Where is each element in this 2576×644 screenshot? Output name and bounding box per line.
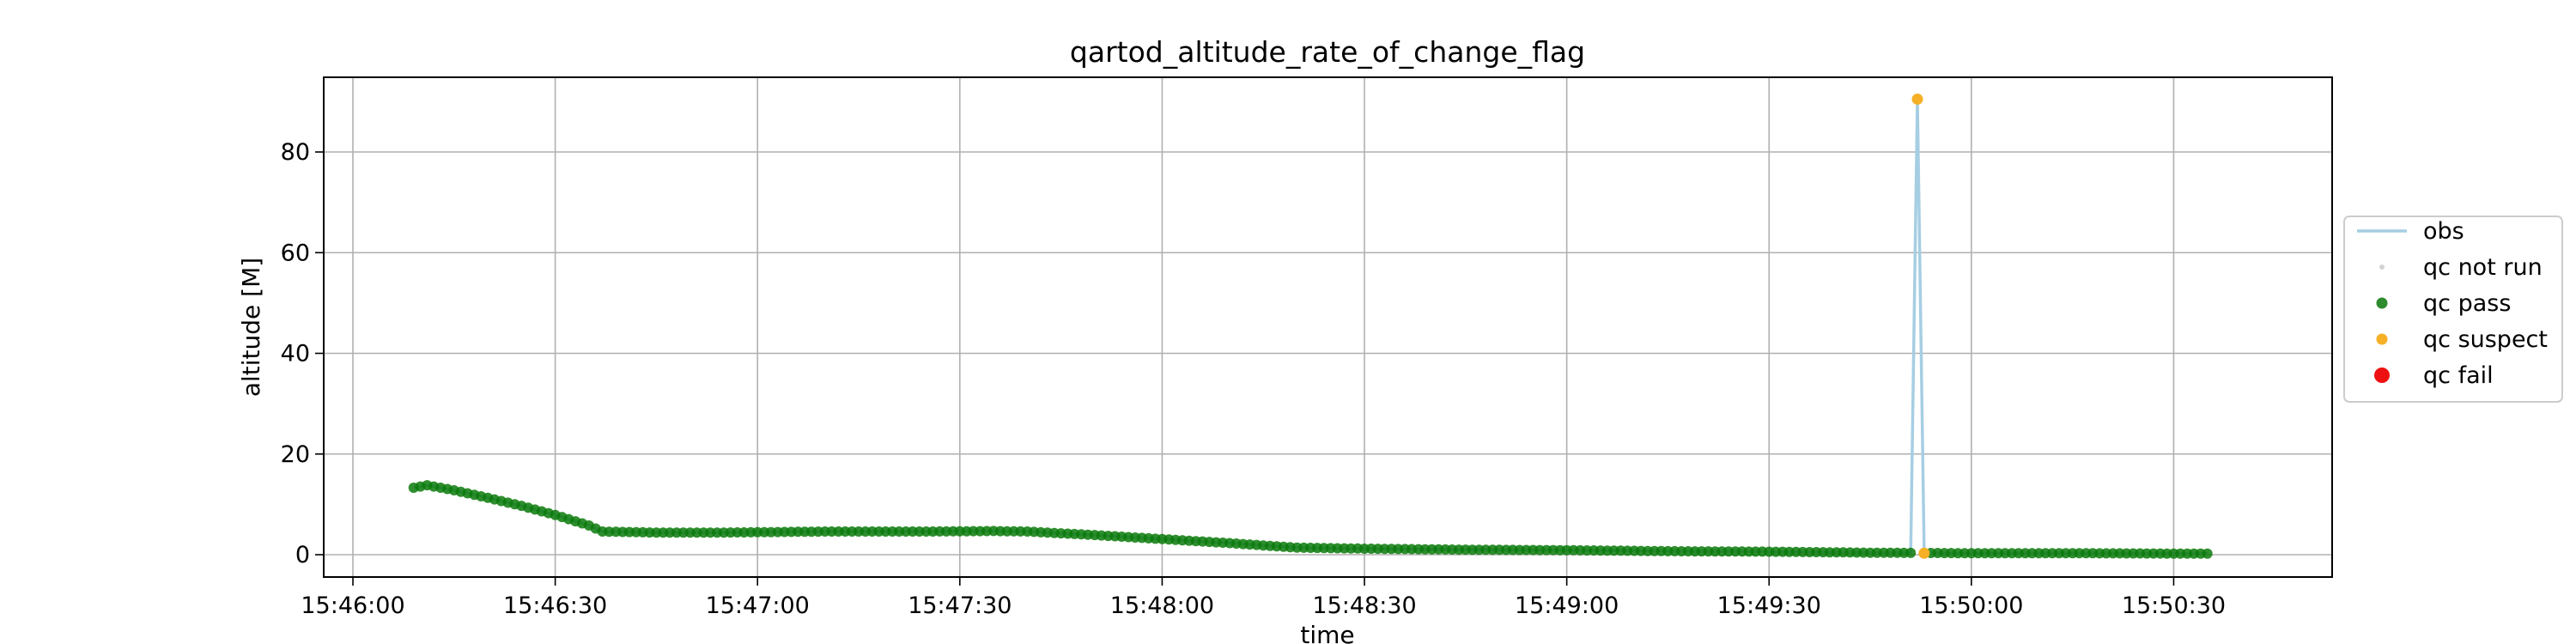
legend-box: [2343, 216, 2563, 403]
obs-line: [413, 99, 2208, 556]
qc-pass-points: [408, 480, 2213, 559]
qc-suspect-point: [1918, 547, 1930, 559]
y-axis-label: altitude [M]: [237, 258, 265, 397]
y-tick-label: 0: [295, 542, 310, 568]
x-tick-label: 15:46:00: [301, 592, 404, 619]
legend-swatch: [2376, 333, 2388, 345]
x-tick-label: 15:47:30: [908, 592, 1012, 619]
legend-label: qc fail: [2423, 362, 2494, 389]
x-tick-label: 15:48:00: [1110, 592, 1214, 619]
legend-label: qc pass: [2423, 290, 2511, 317]
x-tick-label: 15:49:00: [1515, 592, 1619, 619]
y-tick-label: 40: [281, 341, 310, 368]
grid: [324, 77, 2332, 577]
legend-label: qc suspect: [2423, 326, 2548, 353]
qc-pass-point: [1905, 547, 1917, 558]
chart-title: qartod_altitude_rate_of_change_flag: [1070, 35, 1585, 69]
x-tick-label: 15:46:30: [503, 592, 607, 619]
x-tick-label: 15:49:30: [1717, 592, 1821, 619]
legend-label: obs: [2423, 218, 2464, 245]
plot-data: [408, 93, 2213, 559]
x-axis-label: time: [1300, 621, 1354, 644]
x-axis: 15:46:00 15:46:30 15:47:00 15:47:30 15:48:00…: [301, 577, 2226, 619]
plot-frame: [323, 76, 2333, 578]
y-tick-label: 20: [281, 441, 310, 468]
qc-pass-point: [2202, 548, 2213, 559]
x-tick-label: 15:50:00: [1919, 592, 2023, 619]
qc-suspect-point: [1911, 93, 1923, 105]
x-tick-label: 15:48:30: [1312, 592, 1416, 619]
x-tick-label: 15:50:30: [2122, 592, 2226, 619]
legend: obs qc not run qc pass qc suspect qc fail: [2343, 216, 2563, 403]
y-axis: 0 20 40 60 80: [281, 139, 324, 568]
y-tick-label: 60: [281, 240, 310, 266]
legend-swatch: [2376, 297, 2388, 309]
x-tick-label: 15:47:00: [706, 592, 810, 619]
y-tick-label: 80: [281, 139, 310, 166]
legend-label: qc not run: [2423, 254, 2543, 281]
legend-swatch: [2374, 368, 2390, 383]
legend-swatch: [2379, 264, 2385, 270]
